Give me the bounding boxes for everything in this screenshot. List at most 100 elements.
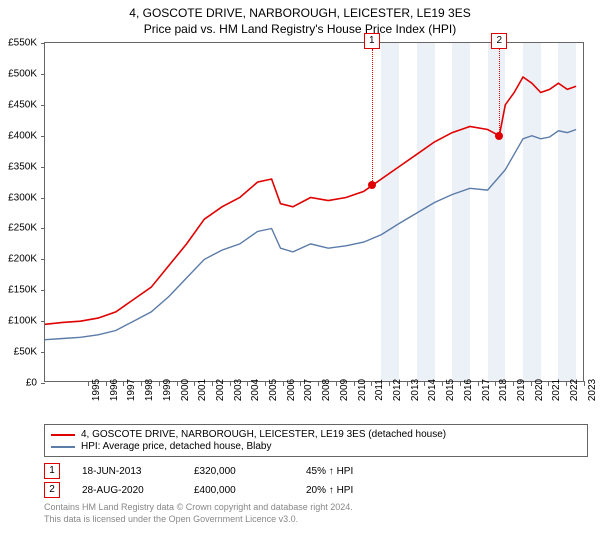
x-tick-mark — [513, 381, 514, 386]
x-tick-label: 2019 — [516, 379, 527, 401]
x-tick-mark — [407, 381, 408, 386]
y-tick-label: £50K — [14, 347, 37, 358]
x-tick-mark — [123, 381, 124, 386]
x-tick-mark — [460, 381, 461, 386]
x-tick-label: 2012 — [392, 379, 403, 401]
sale-date: 18-JUN-2013 — [82, 466, 172, 477]
sale-marker-line — [372, 49, 373, 185]
legend-label: HPI: Average price, detached house, Blab… — [81, 441, 272, 452]
y-tick-label: £550K — [8, 38, 37, 49]
sale-pct: 20% ↑ HPI — [306, 485, 396, 496]
sale-flag-icon: 2 — [44, 482, 60, 498]
x-tick-mark — [283, 381, 284, 386]
y-tick-label: £450K — [8, 99, 37, 110]
x-tick-label: 1996 — [109, 379, 120, 401]
x-tick-mark — [424, 381, 425, 386]
sale-row: 118-JUN-2013£320,00045% ↑ HPI — [44, 463, 588, 479]
y-tick-label: £300K — [8, 192, 37, 203]
x-tick-label: 2009 — [339, 379, 350, 401]
y-tick-label: £350K — [8, 161, 37, 172]
x-tick-label: 2011 — [374, 379, 385, 401]
x-tick-mark — [265, 381, 266, 386]
y-tick-label: £200K — [8, 254, 37, 265]
x-tick-mark — [212, 381, 213, 386]
x-tick-mark — [318, 381, 319, 386]
title-address: 4, GOSCOTE DRIVE, NARBOROUGH, LEICESTER,… — [0, 6, 600, 20]
x-tick-label: 2013 — [410, 379, 421, 401]
series-price_paid — [45, 77, 576, 324]
series-hpi — [45, 130, 576, 340]
x-tick-mark — [495, 381, 496, 386]
sale-marker-line — [499, 49, 500, 136]
x-tick-mark — [371, 381, 372, 386]
sale-marker-flag: 2 — [491, 33, 507, 49]
x-tick-mark — [106, 381, 107, 386]
x-tick-label: 1995 — [91, 379, 102, 401]
x-tick-label: 2016 — [463, 379, 474, 401]
title-subtitle: Price paid vs. HM Land Registry's House … — [0, 22, 600, 36]
x-tick-mark — [177, 381, 178, 386]
chart-svg — [45, 43, 585, 383]
x-tick-mark — [88, 381, 89, 386]
legend-row: 4, GOSCOTE DRIVE, NARBOROUGH, LEICESTER,… — [51, 429, 581, 440]
x-tick-label: 2010 — [357, 379, 368, 401]
x-tick-label: 2000 — [180, 379, 191, 401]
x-tick-mark — [194, 381, 195, 386]
x-tick-mark — [389, 381, 390, 386]
x-tick-mark — [566, 381, 567, 386]
legend-row: HPI: Average price, detached house, Blab… — [51, 441, 581, 452]
legend-swatch — [51, 434, 75, 436]
x-axis-ticks: 1995199619971998199920002001200220032004… — [88, 382, 600, 420]
y-tick-label: £150K — [8, 285, 37, 296]
x-tick-label: 2015 — [445, 379, 456, 401]
x-tick-mark — [141, 381, 142, 386]
x-tick-label: 2005 — [268, 379, 279, 401]
y-tick-label: £400K — [8, 130, 37, 141]
sale-flag-icon: 1 — [44, 463, 60, 479]
y-tick-label: £500K — [8, 68, 37, 79]
y-tick-label: £250K — [8, 223, 37, 234]
footer-line2: This data is licensed under the Open Gov… — [44, 514, 600, 526]
x-tick-mark — [159, 381, 160, 386]
y-tick-label: £100K — [8, 316, 37, 327]
x-tick-mark — [354, 381, 355, 386]
sale-pct: 45% ↑ HPI — [306, 466, 396, 477]
sale-marker-flag: 1 — [364, 33, 380, 49]
x-tick-label: 1999 — [162, 379, 173, 401]
x-tick-mark — [584, 381, 585, 386]
x-tick-mark — [442, 381, 443, 386]
x-tick-mark — [531, 381, 532, 386]
x-tick-label: 2002 — [215, 379, 226, 401]
x-tick-label: 2017 — [481, 379, 492, 401]
legend-swatch — [51, 446, 75, 448]
x-tick-label: 1997 — [126, 379, 137, 401]
x-tick-label: 2021 — [551, 379, 562, 401]
legend-box: 4, GOSCOTE DRIVE, NARBOROUGH, LEICESTER,… — [44, 424, 588, 457]
x-tick-label: 2004 — [250, 379, 261, 401]
x-tick-label: 2023 — [587, 379, 598, 401]
y-axis-ticks: £0£50K£100K£150K£200K£250K£300K£350K£400… — [1, 43, 41, 381]
x-tick-label: 2014 — [427, 379, 438, 401]
footer-line1: Contains HM Land Registry data © Crown c… — [44, 502, 600, 514]
x-tick-label: 2006 — [286, 379, 297, 401]
x-tick-mark — [548, 381, 549, 386]
legend-label: 4, GOSCOTE DRIVE, NARBOROUGH, LEICESTER,… — [81, 429, 446, 440]
sale-marker-dot — [495, 132, 503, 140]
x-tick-mark — [230, 381, 231, 386]
chart-title-block: 4, GOSCOTE DRIVE, NARBOROUGH, LEICESTER,… — [0, 0, 600, 36]
plot-area: £0£50K£100K£150K£200K£250K£300K£350K£400… — [44, 42, 584, 382]
x-tick-label: 2001 — [197, 379, 208, 401]
x-tick-mark — [336, 381, 337, 386]
footer-attribution: Contains HM Land Registry data © Crown c… — [44, 502, 600, 525]
sale-row: 2 28-AUG-2020 £400,000 20% ↑ HPI — [44, 482, 588, 498]
sale-price: £400,000 — [194, 485, 284, 496]
x-tick-label: 2018 — [498, 379, 509, 401]
y-tick-label: £0 — [26, 378, 37, 389]
x-tick-label: 2007 — [303, 379, 314, 401]
sale-marker-dot — [368, 181, 376, 189]
x-tick-mark — [300, 381, 301, 386]
x-tick-label: 2003 — [233, 379, 244, 401]
sale-date: 28-AUG-2020 — [82, 485, 172, 496]
x-tick-label: 2020 — [534, 379, 545, 401]
x-tick-mark — [247, 381, 248, 386]
